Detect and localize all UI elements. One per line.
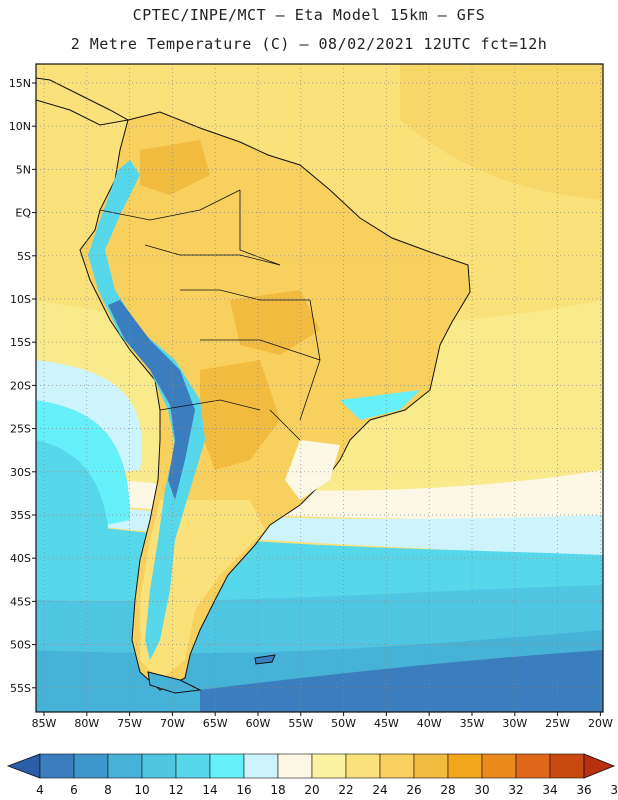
- country-borders: [99, 189, 321, 441]
- colorbar-label-17: 38: [610, 783, 618, 797]
- colorbar-high-arrow: [583, 753, 616, 779]
- colorbar-label-3: 10: [134, 783, 149, 797]
- colorbar-segment-15: [515, 753, 551, 779]
- lon-label-2: 75W: [117, 717, 142, 730]
- colorbar-label-7: 18: [270, 783, 285, 797]
- lon-label-0: 85W: [32, 717, 57, 730]
- colorbar-segment-7: [243, 753, 279, 779]
- lon-label-5: 60W: [246, 717, 271, 730]
- colorbar-label-10: 24: [372, 783, 387, 797]
- lat-label-12: 45S: [10, 595, 31, 608]
- llanos-hot-area: [140, 140, 210, 195]
- andes-cold-strip: [88, 160, 205, 660]
- plot-frame: [35, 63, 604, 713]
- colorbar-labels: 4 6 8 10 12 14 16 18 20 22 24 26 28 30 32 34 36 38: [36, 783, 618, 797]
- longitude-labels: 85W 80W 75W 70W 65W 60W 55W 50W 45W 40W 35W 30W 25W 2…: [32, 712, 613, 730]
- lon-label-6: 55W: [288, 717, 313, 730]
- lon-label-10: 35W: [460, 717, 485, 730]
- colorbar-label-12: 28: [440, 783, 455, 797]
- chaco-hot-area: [200, 360, 280, 470]
- atlantic-warm-zone: [400, 64, 603, 200]
- lat-label-11: 40S: [10, 552, 31, 565]
- colorbar-label-11: 26: [406, 783, 421, 797]
- colorbar-segment-3: [107, 753, 143, 779]
- lon-label-7: 50W: [331, 717, 356, 730]
- colorbar-label-6: 16: [236, 783, 251, 797]
- lon-label-3: 70W: [160, 717, 185, 730]
- colorbar-segment-4: [141, 753, 177, 779]
- lat-label-6: 15S: [10, 336, 31, 349]
- colorbar-segment-5: [175, 753, 211, 779]
- colorbar-low-arrow: [6, 753, 41, 779]
- map-subtitle: 2 Metre Temperature (C) – 08/02/2021 12U…: [70, 35, 548, 53]
- map-title: CPTEC/INPE/MCT – Eta Model 15km – GFS: [132, 6, 486, 24]
- colorbar-segment-16: [549, 753, 585, 779]
- colorbar-label-0: 4: [36, 783, 44, 797]
- lat-label-7: 20S: [10, 379, 31, 392]
- temperature-colorbar: [6, 753, 616, 779]
- colorbar-segment-1: [39, 753, 75, 779]
- colorbar-label-4: 12: [168, 783, 183, 797]
- lon-label-11: 30W: [502, 717, 527, 730]
- central-america: [36, 77, 130, 126]
- colorbar-label-9: 22: [338, 783, 353, 797]
- colorbar-segment-2: [73, 753, 109, 779]
- southern-brazil-cool: [285, 440, 340, 500]
- lat-label-1: 10N: [9, 120, 31, 133]
- colorbar-segment-9: [311, 753, 347, 779]
- lat-label-0: 15N: [9, 77, 31, 90]
- colorbar-segment-8: [277, 753, 313, 779]
- lat-label-10: 35S: [10, 509, 31, 522]
- lat-lon-grid: [36, 64, 603, 712]
- colorbar-label-16: 36: [576, 783, 591, 797]
- falkland-islands: [254, 654, 276, 665]
- colorbar-segment-11: [379, 753, 415, 779]
- colorbar-segment-12: [413, 753, 449, 779]
- latitude-labels: 15N 10N 5N EQ 5S 10S 15S 20S 25S 30S 35S 40S 45S 50S 5…: [9, 77, 36, 695]
- colorbar-segment-10: [345, 753, 381, 779]
- lat-label-9: 30S: [10, 466, 31, 479]
- pacific-colder-zone: [36, 440, 110, 580]
- colorbar-segment-6: [209, 753, 245, 779]
- lon-label-4: 65W: [203, 717, 228, 730]
- lat-label-3: EQ: [15, 207, 31, 220]
- colorbar-label-2: 8: [104, 783, 112, 797]
- colorbar-segment-14: [481, 753, 517, 779]
- lat-label-8: 25S: [10, 423, 31, 436]
- se-brazil-highland: [340, 390, 420, 420]
- lon-label-13: 20W: [588, 717, 613, 730]
- lat-label-4: 5S: [17, 250, 31, 263]
- lon-label-12: 25W: [545, 717, 570, 730]
- lon-label-8: 45W: [374, 717, 399, 730]
- colorbar-label-1: 6: [70, 783, 78, 797]
- colorbar-label-15: 34: [542, 783, 557, 797]
- colorbar-label-5: 14: [202, 783, 217, 797]
- colorbar-label-8: 20: [304, 783, 319, 797]
- andes-coldest-core: [108, 300, 195, 500]
- lat-label-13: 50S: [10, 639, 31, 652]
- lat-label-2: 5N: [16, 163, 31, 176]
- lat-label-14: 55S: [10, 682, 31, 695]
- colorbar-segment-13: [447, 753, 483, 779]
- lon-label-9: 40W: [417, 717, 442, 730]
- lat-label-5: 10S: [10, 293, 31, 306]
- colorbar-label-13: 30: [474, 783, 489, 797]
- colorbar-label-14: 32: [508, 783, 523, 797]
- central-hot-area: [230, 290, 320, 355]
- lon-label-1: 80W: [74, 717, 99, 730]
